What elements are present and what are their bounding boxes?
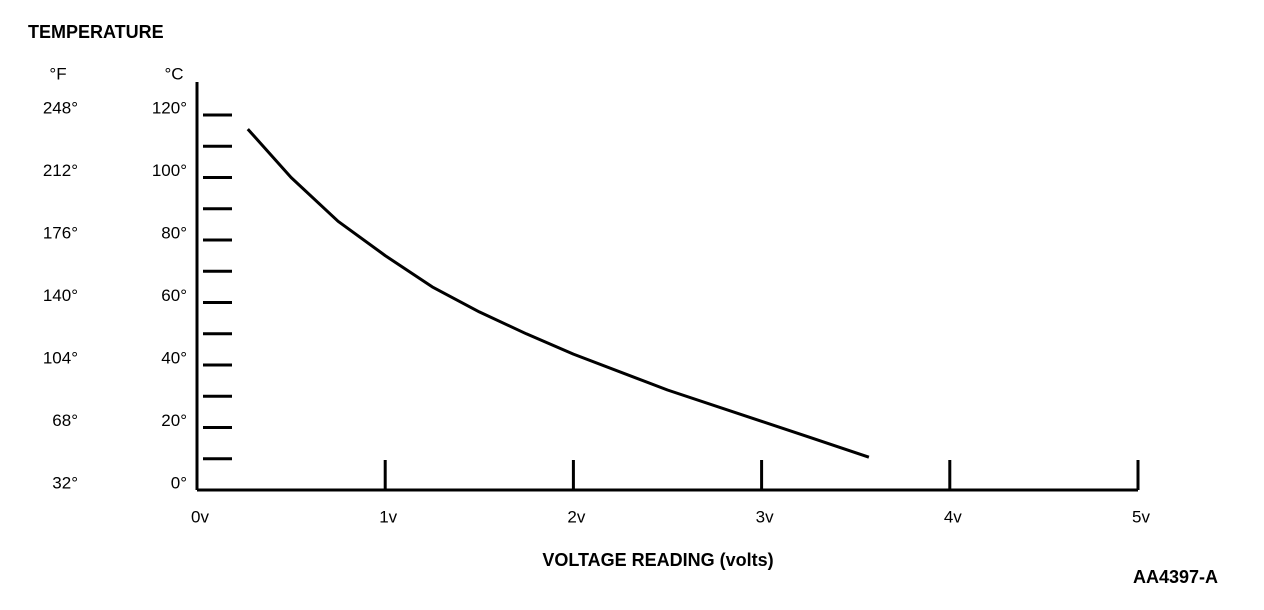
y2-tick-label: 140° bbox=[43, 286, 78, 305]
y2-tick-label: 176° bbox=[43, 223, 78, 242]
figure-code: AA4397-A bbox=[1133, 567, 1218, 587]
x-axis-title: VOLTAGE READING (volts) bbox=[542, 550, 773, 570]
curve bbox=[246, 128, 870, 459]
x-tick-label: 4v bbox=[944, 507, 962, 526]
y-tick-label: 120° bbox=[152, 98, 187, 117]
y-unit: °C bbox=[164, 64, 183, 83]
y-axis-title: TEMPERATURE bbox=[28, 22, 164, 42]
x-tick-label: 3v bbox=[756, 507, 774, 526]
x-tick-label: 0v bbox=[191, 507, 209, 526]
y-tick-label: 100° bbox=[152, 161, 187, 180]
y-tick-label: 80° bbox=[161, 223, 187, 242]
x-tick-label: 1v bbox=[379, 507, 397, 526]
x-tick-label: 2v bbox=[567, 507, 585, 526]
y-tick-label: 0° bbox=[171, 473, 187, 492]
y2-tick-label: 32° bbox=[52, 473, 78, 492]
y-tick-label: 40° bbox=[161, 348, 187, 367]
x-tick-label: 5v bbox=[1132, 507, 1150, 526]
y2-tick-label: 104° bbox=[43, 348, 78, 367]
y2-unit: °F bbox=[49, 64, 66, 83]
y-tick-label: 20° bbox=[161, 411, 187, 430]
y2-tick-label: 248° bbox=[43, 98, 78, 117]
y2-tick-label: 212° bbox=[43, 161, 78, 180]
y2-tick-label: 68° bbox=[52, 411, 78, 430]
y-tick-label: 60° bbox=[161, 286, 187, 305]
